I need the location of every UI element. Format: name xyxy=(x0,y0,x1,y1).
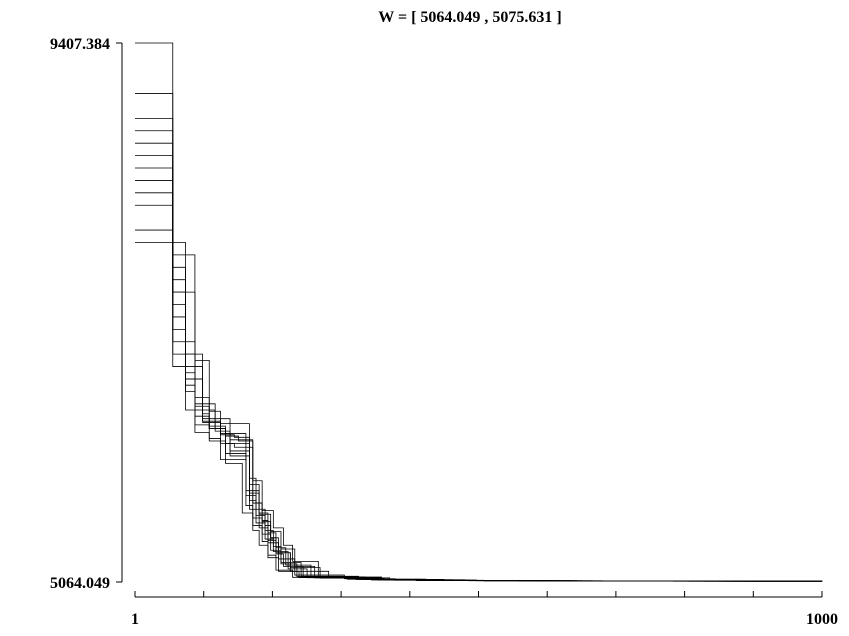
series-line-12 xyxy=(135,155,823,582)
series-line-2 xyxy=(135,117,823,582)
chart-title: W = [ 5064.049 , 5075.631 ] xyxy=(378,9,561,26)
series-line-4 xyxy=(135,142,823,582)
series-line-5 xyxy=(135,229,823,582)
x-tick-label-min: 1 xyxy=(131,611,139,628)
y-tick-label-max: 9407.384 xyxy=(50,36,110,53)
plot-area xyxy=(135,42,823,582)
series-line-7 xyxy=(135,167,823,582)
series-line-11 xyxy=(135,242,823,582)
series-line-1 xyxy=(135,42,823,582)
y-tick-label-min: 5064.049 xyxy=(50,575,110,592)
series-line-8 xyxy=(135,204,823,582)
series-line-10 xyxy=(135,180,823,582)
x-ticks xyxy=(134,591,823,597)
series-line-9 xyxy=(135,130,823,582)
series-line-6 xyxy=(135,93,823,582)
x-tick-label-max: 1000 xyxy=(806,611,838,628)
series-line-3 xyxy=(135,192,823,582)
